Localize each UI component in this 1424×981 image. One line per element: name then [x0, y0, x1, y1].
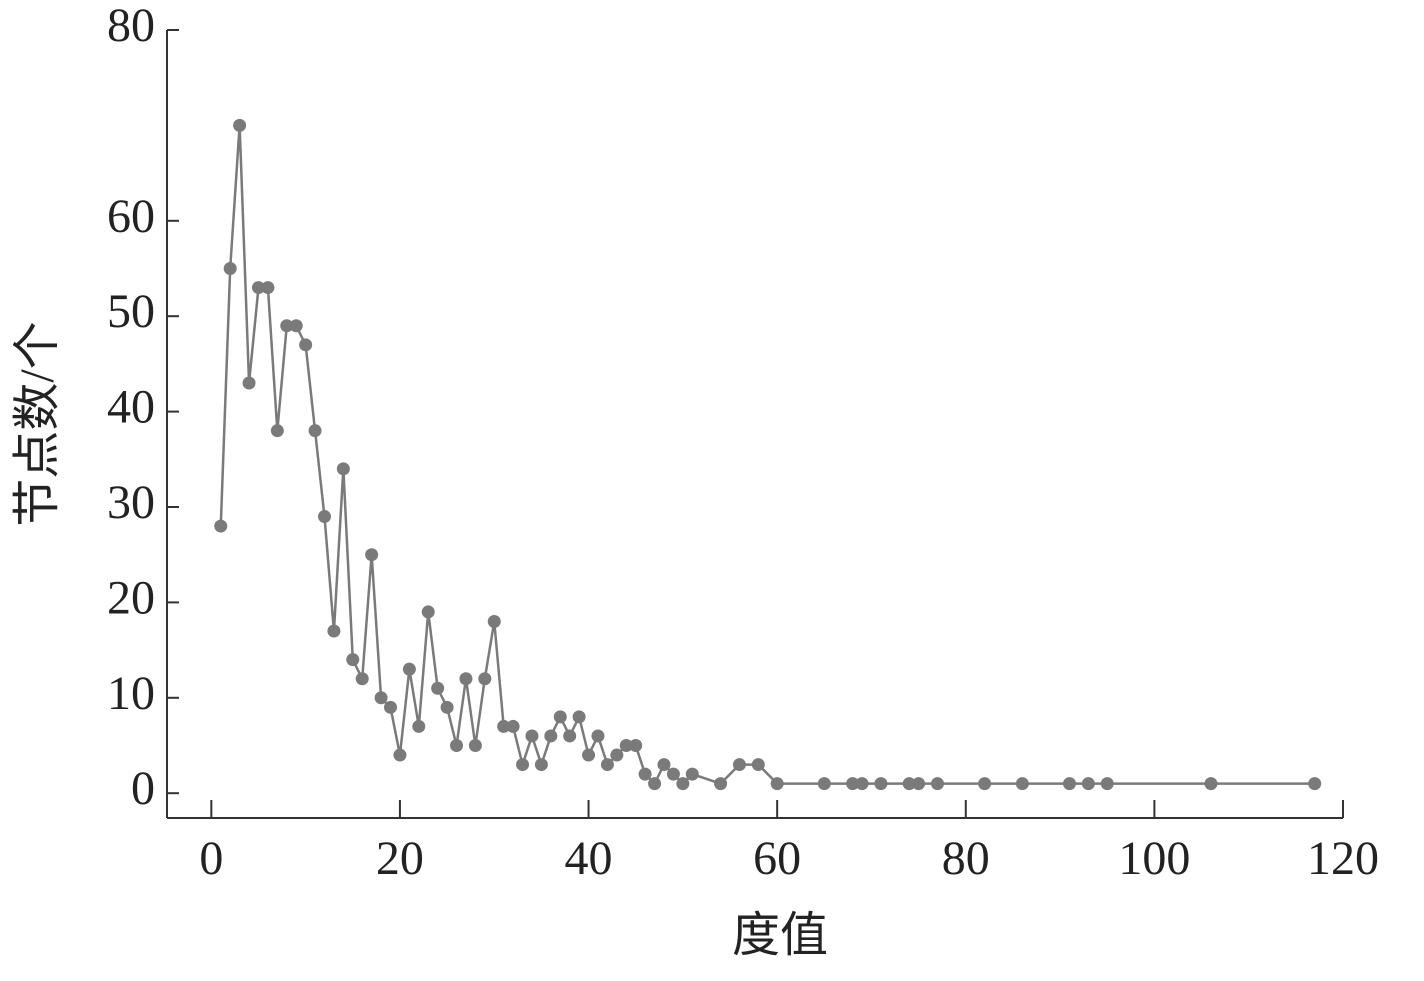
marker [553, 710, 567, 724]
marker [280, 319, 294, 333]
y-axis-label: 节点数/个 [11, 321, 64, 526]
marker [591, 729, 605, 743]
marker [619, 738, 633, 752]
x-tick-label: 100 [1118, 832, 1190, 885]
marker [732, 758, 746, 772]
marker [261, 281, 275, 295]
marker [327, 624, 341, 638]
marker [902, 777, 916, 791]
marker [374, 691, 388, 705]
marker [1100, 777, 1114, 791]
y-tick-label: 40 [107, 381, 155, 434]
marker [610, 748, 624, 762]
marker [317, 510, 331, 524]
x-tick-label: 60 [753, 832, 801, 885]
marker [478, 672, 492, 686]
marker [431, 681, 445, 695]
marker [600, 758, 614, 772]
marker [516, 758, 530, 772]
marker [648, 777, 662, 791]
marker [402, 662, 416, 676]
y-tick-label: 60 [107, 190, 155, 243]
marker [1015, 777, 1029, 791]
marker [299, 338, 313, 352]
marker [563, 729, 577, 743]
marker [629, 738, 643, 752]
marker [855, 777, 869, 791]
y-tick-label: 30 [107, 476, 155, 529]
marker [251, 281, 265, 295]
marker [817, 777, 831, 791]
marker [1081, 777, 1095, 791]
marker [336, 462, 350, 476]
marker [657, 758, 671, 772]
x-tick-label: 20 [376, 832, 424, 885]
marker [770, 777, 784, 791]
marker [714, 777, 728, 791]
x-axis-label: 度值 [732, 909, 828, 962]
y-tick-label: 10 [107, 667, 155, 720]
x-tick-label: 0 [199, 832, 223, 885]
marker [912, 777, 926, 791]
marker [685, 767, 699, 781]
marker [638, 767, 652, 781]
y-tick-label: 20 [107, 571, 155, 624]
marker [930, 777, 944, 791]
y-tick-label: 80 [107, 0, 155, 52]
marker [468, 738, 482, 752]
marker [308, 424, 322, 438]
y-tick-label: 0 [131, 762, 155, 815]
marker [487, 614, 501, 628]
marker [544, 729, 558, 743]
marker [233, 118, 247, 132]
marker [393, 748, 407, 762]
marker [270, 424, 284, 438]
line [219, 125, 1315, 786]
marker [1063, 777, 1077, 791]
marker [346, 653, 360, 667]
y-tick-label: 50 [107, 285, 155, 338]
marker [289, 319, 303, 333]
marker [421, 605, 435, 619]
marker [242, 376, 256, 390]
marker [676, 777, 690, 791]
marker [384, 700, 398, 714]
marker [223, 261, 237, 275]
marker [506, 719, 520, 733]
marker [450, 738, 464, 752]
x-tick-label: 40 [565, 832, 613, 885]
marker [582, 748, 596, 762]
marker [1308, 777, 1322, 791]
marker [751, 758, 765, 772]
marker [440, 700, 454, 714]
marker [525, 729, 539, 743]
marker [214, 519, 228, 533]
marker [534, 758, 548, 772]
marker [666, 767, 680, 781]
marker [459, 672, 473, 686]
x-tick-label: 120 [1307, 832, 1379, 885]
marker [874, 777, 888, 791]
marker [355, 672, 369, 686]
marker [497, 719, 511, 733]
marker [978, 777, 992, 791]
x-tick-label: 80 [942, 832, 990, 885]
marker [846, 777, 860, 791]
marker [412, 719, 426, 733]
marker [572, 710, 586, 724]
marker [1204, 777, 1218, 791]
marker [365, 548, 379, 562]
